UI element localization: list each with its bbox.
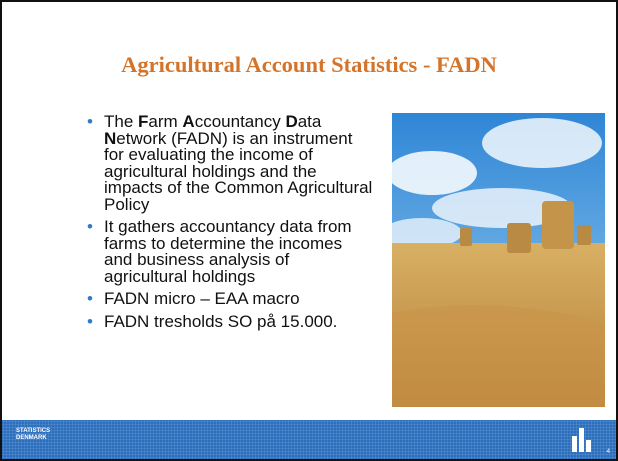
page-number: 4 <box>607 449 610 455</box>
bullet: FADN tresholds SO på 15.000. <box>84 314 374 331</box>
bullet-text: FADN micro – EAA macro <box>104 289 300 308</box>
bullet: It gathers accountancy data from farms t… <box>84 219 374 285</box>
bullet: FADN micro – EAA macro <box>84 291 374 308</box>
page: Agricultural Account Statistics - FADN T… <box>0 0 618 461</box>
photo <box>392 113 605 407</box>
slide-title: Agricultural Account Statistics - FADN <box>2 52 616 78</box>
bullet-list: The Farm Accountancy Data Network (FADN)… <box>84 114 374 336</box>
bullet-text: It gathers accountancy data from farms t… <box>104 217 352 286</box>
bullet-text: etwork (FADN) is an instrument for evalu… <box>104 129 372 214</box>
slide: Agricultural Account Statistics - FADN T… <box>0 0 618 461</box>
logo: STATISTICS DENMARK <box>16 428 56 442</box>
bullet: The Farm Accountancy Data Network (FADN)… <box>84 114 374 213</box>
bullet-text: FADN tresholds SO på 15.000. <box>104 312 337 331</box>
footer-bar: STATISTICS DENMARK 4 <box>2 420 616 459</box>
footer-icon <box>572 426 594 452</box>
